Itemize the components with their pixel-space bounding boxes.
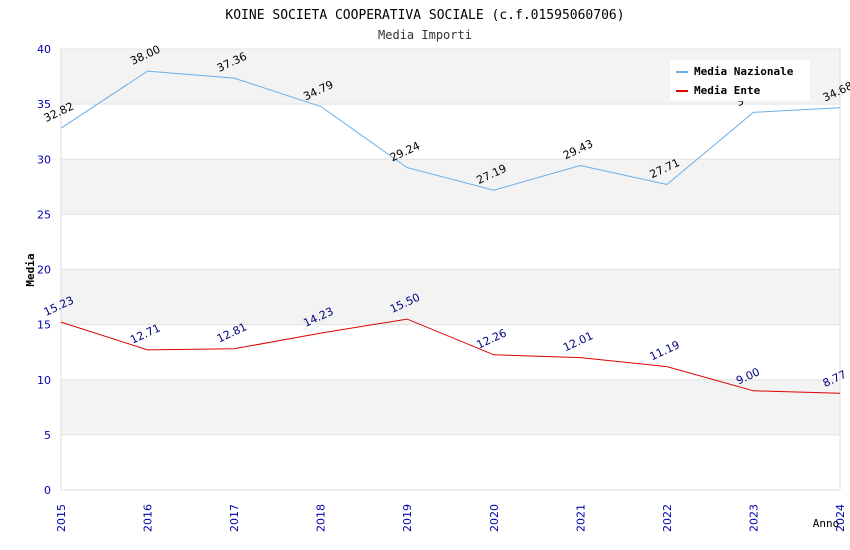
x-tick-label: 2022 [661, 504, 674, 532]
grid-band [61, 380, 840, 435]
legend-label-ente: Media Ente [694, 84, 761, 97]
line-chart: KOINE SOCIETA COOPERATIVA SOCIALE (c.f.0… [0, 0, 850, 550]
grid-band [61, 270, 840, 325]
grid-band [61, 325, 840, 380]
x-tick-label: 2023 [747, 504, 760, 532]
x-tick-label: 2016 [142, 504, 155, 532]
x-tick-label: 2019 [401, 504, 414, 532]
grid-band [61, 104, 840, 159]
x-axis-ticks: 2015 2016 2017 2018 2019 2020 2021 2022 2023 2024 [55, 504, 847, 532]
x-tick-label: 2021 [574, 504, 587, 532]
y-axis-label: Media [24, 253, 37, 286]
y-tick-label: 10 [37, 374, 51, 387]
x-tick-label: 2017 [228, 504, 241, 532]
y-tick-label: 20 [37, 264, 51, 277]
grid-band [61, 435, 840, 490]
chart-subtitle: Media Importi [378, 28, 472, 42]
grid-band [61, 159, 840, 214]
y-tick-label: 30 [37, 153, 51, 166]
legend: Media Nazionale Media Ente [670, 60, 810, 101]
x-tick-label: 2020 [488, 504, 501, 532]
x-axis-label: Anno [813, 517, 840, 530]
x-tick-label: 2015 [55, 504, 68, 532]
y-tick-label: 5 [44, 429, 51, 442]
chart-title: KOINE SOCIETA COOPERATIVA SOCIALE (c.f.0… [225, 8, 624, 23]
x-tick-label: 2018 [315, 504, 328, 532]
y-tick-label: 25 [37, 208, 51, 221]
legend-label-nazionale: Media Nazionale [694, 65, 794, 78]
grid-band [61, 214, 840, 269]
y-tick-label: 15 [37, 319, 51, 332]
y-tick-label: 40 [37, 43, 51, 56]
y-tick-label: 0 [44, 484, 51, 497]
